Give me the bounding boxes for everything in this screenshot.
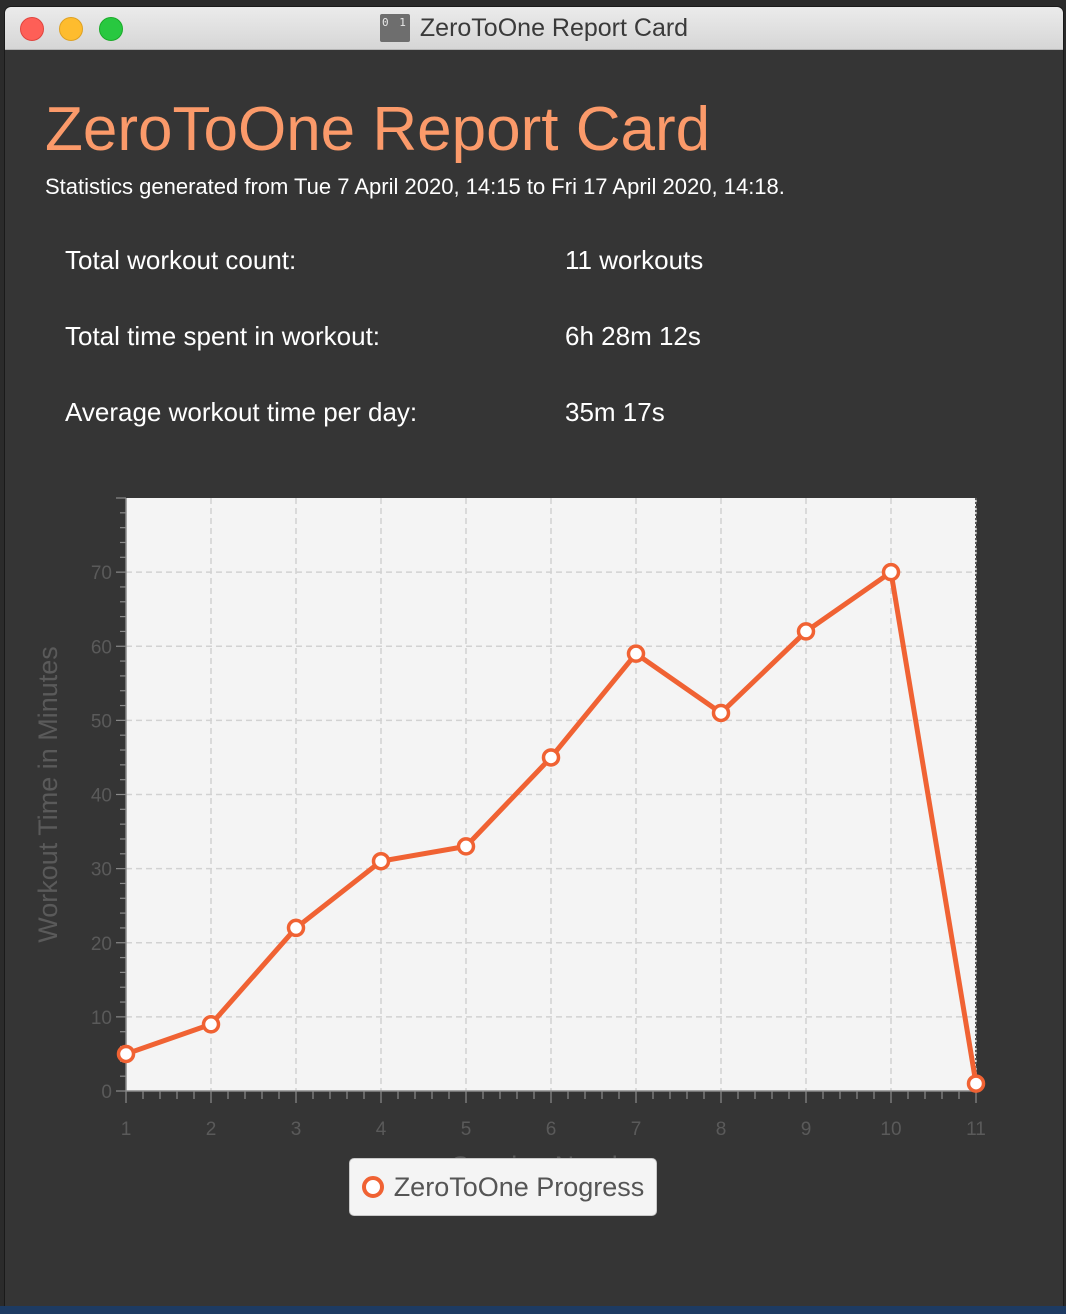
y-tick-label: 70 xyxy=(91,563,112,584)
legend-label: ZeroToOne Progress xyxy=(393,1171,645,1202)
y-tick-label: 0 xyxy=(101,1082,112,1103)
x-tick-label: 6 xyxy=(546,1119,557,1140)
x-tick-label: 2 xyxy=(206,1119,217,1140)
y-tick-label: 20 xyxy=(91,934,112,955)
minimize-window-button[interactable] xyxy=(59,17,83,41)
data-point xyxy=(116,1044,136,1064)
report-title: ZeroToOne Report Card xyxy=(45,95,711,164)
app-window: 0 1 ZeroToOne Report Card ZeroToOne Repo… xyxy=(5,7,1063,1307)
data-point xyxy=(626,644,646,663)
x-tick-label: 8 xyxy=(716,1119,727,1140)
window-title: ZeroToOne Report Card xyxy=(419,13,689,42)
data-point xyxy=(371,851,391,871)
stat-label-workout-count: Total workout count: xyxy=(65,245,297,275)
title-bar[interactable]: 0 1 ZeroToOne Report Card xyxy=(5,7,1063,50)
data-point xyxy=(881,562,901,582)
zoom-window-button[interactable] xyxy=(99,17,123,41)
stat-value-total-time: 6h 28m 12s xyxy=(565,321,701,351)
x-tick-label: 11 xyxy=(966,1119,986,1140)
y-tick-label: 30 xyxy=(91,860,112,881)
y-tick-label: 60 xyxy=(91,637,112,658)
app-icon: 0 1 xyxy=(379,14,410,42)
x-tick-label: 7 xyxy=(631,1119,642,1140)
stat-label-average-time: Average workout time per day: xyxy=(65,397,418,427)
x-tick-label: 9 xyxy=(801,1119,812,1140)
x-tick-label: 4 xyxy=(376,1119,387,1140)
y-axis-title: Workout Time in Minutes xyxy=(33,646,63,943)
data-point xyxy=(286,918,306,938)
data-point xyxy=(201,1015,221,1034)
close-window-button[interactable] xyxy=(20,17,44,41)
chart-legend[interactable]: ZeroToOne Progress xyxy=(349,1158,657,1216)
y-tick-label: 50 xyxy=(91,711,112,732)
data-point xyxy=(711,703,731,723)
report-subtitle: Statistics generated from Tue 7 April 20… xyxy=(45,174,785,199)
y-tick-label: 10 xyxy=(91,1008,112,1029)
workout-line-chart: 0 10 20 30 40 50 60 70 1 2 3 4 5 6 7 8 9 10 11 Workout Tim… xyxy=(33,497,986,1181)
y-tick-label: 40 xyxy=(91,786,112,807)
data-point xyxy=(966,1074,986,1093)
legend-marker-icon xyxy=(361,1176,384,1198)
x-tick-label: 3 xyxy=(291,1119,302,1140)
x-tick-label: 1 xyxy=(121,1119,132,1140)
data-point xyxy=(796,622,816,641)
chart-grid xyxy=(126,498,977,1091)
chart-ticks: 0 10 20 30 40 50 60 70 1 2 3 4 5 6 7 8 9 10 11 xyxy=(91,497,986,1140)
stat-value-average-time: 35m 17s xyxy=(565,397,665,427)
desktop-edge xyxy=(0,1306,1066,1314)
stat-value-workout-count: 11 workouts xyxy=(565,245,704,275)
data-point xyxy=(456,837,476,856)
x-tick-label: 5 xyxy=(461,1119,472,1140)
x-tick-label: 10 xyxy=(880,1119,901,1140)
chart-series xyxy=(116,562,986,1093)
data-point xyxy=(541,748,561,767)
stat-label-total-time: Total time spent in workout: xyxy=(65,321,381,351)
